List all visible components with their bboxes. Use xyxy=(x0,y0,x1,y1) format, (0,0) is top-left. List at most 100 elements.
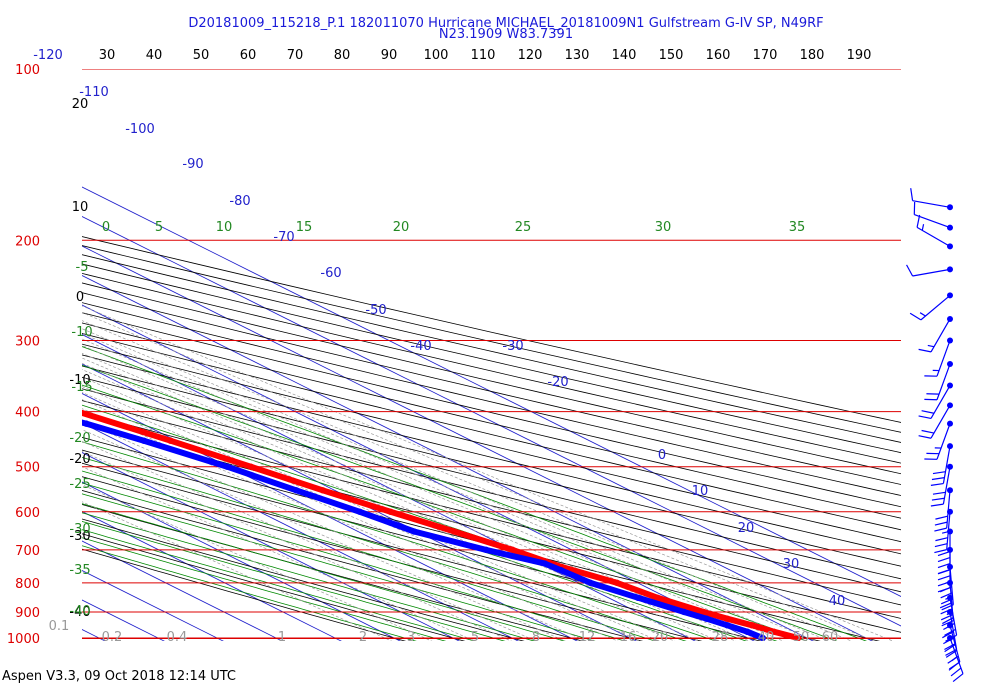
wind-barb-flag xyxy=(935,537,948,542)
isotherm-label: -80 xyxy=(229,194,250,209)
wind-barb-station xyxy=(947,608,953,615)
diagram-grid xyxy=(0,69,901,650)
dry-adiabat-line xyxy=(82,354,901,555)
wind-barb-staff xyxy=(920,294,951,321)
mixing-ratio-label: 2 xyxy=(359,630,367,645)
wind-barb xyxy=(910,188,953,211)
isotherm-label: 20 xyxy=(738,521,755,536)
moist-adiabat-line xyxy=(82,441,717,641)
wind-barb-flag xyxy=(952,673,964,683)
mixing-ratio-line xyxy=(82,328,830,641)
dry-adiabat-line xyxy=(82,245,901,433)
moist-adiabat-label: -20 xyxy=(69,431,90,446)
wind-barb xyxy=(918,402,953,439)
wind-barb-flag xyxy=(921,410,935,414)
dewpoint-point xyxy=(83,420,90,427)
wind-barb-flag xyxy=(931,497,945,501)
wind-barb-station xyxy=(947,337,953,344)
moist-adiabat-line xyxy=(82,482,626,641)
mixing-ratio-label: 40 xyxy=(758,630,775,645)
wind-barb-station xyxy=(947,579,953,586)
top-axis-tick-label: 70 xyxy=(287,48,304,63)
isobar-label: 900 xyxy=(15,606,40,621)
temperature-trace xyxy=(82,409,802,641)
isotherm-line xyxy=(0,69,5,650)
dry-adiabat-line xyxy=(82,263,901,454)
moist-adiabat-label: -15 xyxy=(71,380,92,395)
wind-barb-station xyxy=(947,463,953,470)
wind-barb xyxy=(930,463,953,507)
wind-barb-station xyxy=(947,528,953,535)
wind-barb-flag xyxy=(916,214,921,228)
dry-adiabat-line xyxy=(82,476,703,641)
dewpoint-point xyxy=(541,560,549,567)
wind-barb-flag xyxy=(931,477,945,481)
wind-barb-station xyxy=(947,594,953,601)
wind-barb xyxy=(918,382,953,420)
moist-adiabat-label: 30 xyxy=(655,220,672,235)
dry-adiabat-label: 10 xyxy=(72,200,89,215)
isotherm-line xyxy=(82,452,460,641)
isotherm-label: -40 xyxy=(410,339,431,354)
wind-barb xyxy=(906,264,953,277)
mixing-ratio-label: 28 xyxy=(712,630,729,645)
dewpoint-point xyxy=(292,487,300,494)
dry-adiabat-line xyxy=(82,533,466,641)
moist-adiabat-label: -30 xyxy=(69,522,90,537)
dry-adiabat-line xyxy=(82,343,901,543)
wind-barb xyxy=(924,420,953,460)
moist-adiabat-line xyxy=(82,384,808,641)
moist-adiabat-label: 35 xyxy=(789,220,806,235)
top-axis-tick-label: 130 xyxy=(565,48,590,63)
moist-adiabat-label: 5 xyxy=(155,220,163,235)
dry-adiabat-line xyxy=(82,424,901,633)
isotherm-line xyxy=(82,186,901,597)
isobar-label: 300 xyxy=(15,334,40,349)
wind-barb-staff xyxy=(936,423,951,460)
dry-adiabat-line xyxy=(82,365,901,567)
mixing-ratio-label: 0.4 xyxy=(167,630,188,645)
isotherm-line xyxy=(82,540,283,641)
dry-adiabat-label: -10 xyxy=(69,373,90,388)
isobar-label: 400 xyxy=(15,406,40,421)
temperature-point xyxy=(794,634,802,641)
dry-adiabat-line xyxy=(82,302,901,496)
dry-adiabat-line xyxy=(82,376,901,580)
wind-barb-station xyxy=(947,622,953,629)
wind-barb-flag xyxy=(934,549,947,554)
wind-barb-staff xyxy=(936,340,951,377)
wind-barb-flag xyxy=(932,471,946,475)
top-axis-tick-label: 170 xyxy=(753,48,778,63)
profile-traces xyxy=(82,409,802,641)
wind-barb-flag xyxy=(939,602,952,609)
wind-barb xyxy=(924,361,953,401)
wind-barb xyxy=(947,635,964,683)
dry-adiabat-line xyxy=(82,322,901,519)
mixing-ratio-line xyxy=(82,312,875,641)
top-axis-tick-label: 100 xyxy=(424,48,449,63)
temperature-point xyxy=(770,628,778,635)
wind-barb-half-flag xyxy=(927,344,935,348)
axis-labels: -120 30 40 50 60 70 80 90 100 110 120 130 140 150 160 1… xyxy=(7,48,872,647)
isotherm-line xyxy=(82,245,873,641)
top-axis-tick-label: 80 xyxy=(334,48,351,63)
moist-adiabat-label: 20 xyxy=(393,220,410,235)
wind-barb-flag xyxy=(937,575,951,581)
wind-barb-flag xyxy=(937,562,951,569)
isotherm-label: 30 xyxy=(783,557,800,572)
wind-barb-station xyxy=(947,204,953,211)
top-axis-tick-label: 90 xyxy=(381,48,398,63)
wind-barb xyxy=(913,201,953,231)
wind-barb-station xyxy=(947,487,953,494)
dewpoint-trace xyxy=(82,419,766,641)
wind-barb-staff xyxy=(946,490,951,529)
mixing-ratio-line xyxy=(82,484,433,641)
dry-adiabat-line xyxy=(82,312,901,508)
chart-subtitle: N23.1909 W83.7391 xyxy=(438,27,574,42)
dry-adiabat-line xyxy=(82,518,525,641)
moist-adiabat-label: -10 xyxy=(71,325,92,340)
top-axis-tick-label: 160 xyxy=(706,48,731,63)
wind-barb-staff xyxy=(914,214,951,229)
dewpoint-point xyxy=(557,566,565,574)
dry-adiabat-line xyxy=(82,282,901,475)
